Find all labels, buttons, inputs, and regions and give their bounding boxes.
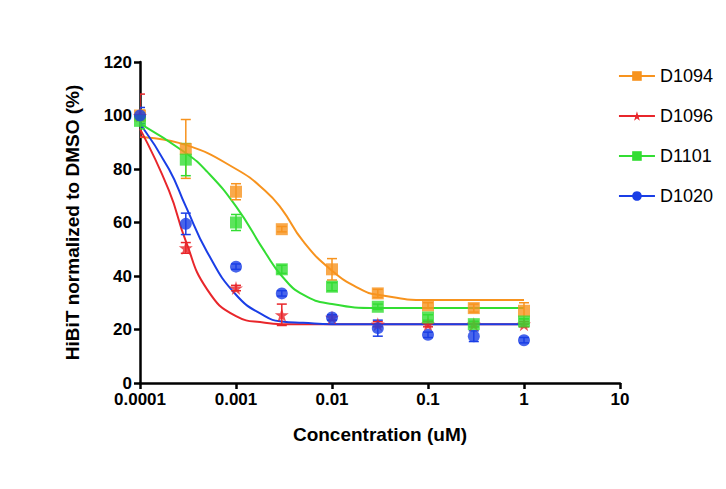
svg-text:60: 60 [113,213,132,232]
svg-text:10: 10 [611,390,630,409]
svg-text:0.001: 0.001 [215,390,258,409]
svg-text:0: 0 [122,373,132,393]
svg-text:D1020: D1020 [660,186,713,206]
svg-text:120: 120 [104,53,132,72]
svg-text:HiBiT normalized to DMSO (%): HiBiT normalized to DMSO (%) [62,85,83,361]
svg-text:100: 100 [104,106,132,125]
svg-text:D1096: D1096 [660,106,713,126]
svg-text:80: 80 [113,160,132,179]
svg-text:40: 40 [113,267,132,286]
svg-text:D1101: D1101 [660,146,712,166]
svg-text:1: 1 [519,390,528,409]
svg-text:D1094: D1094 [660,66,713,86]
svg-text:0.0001: 0.0001 [114,390,166,409]
svg-text:20: 20 [113,320,132,339]
svg-text:Concentration (uM): Concentration (uM) [293,424,467,445]
svg-text:0.1: 0.1 [416,390,440,409]
svg-text:0.01: 0.01 [315,390,348,409]
